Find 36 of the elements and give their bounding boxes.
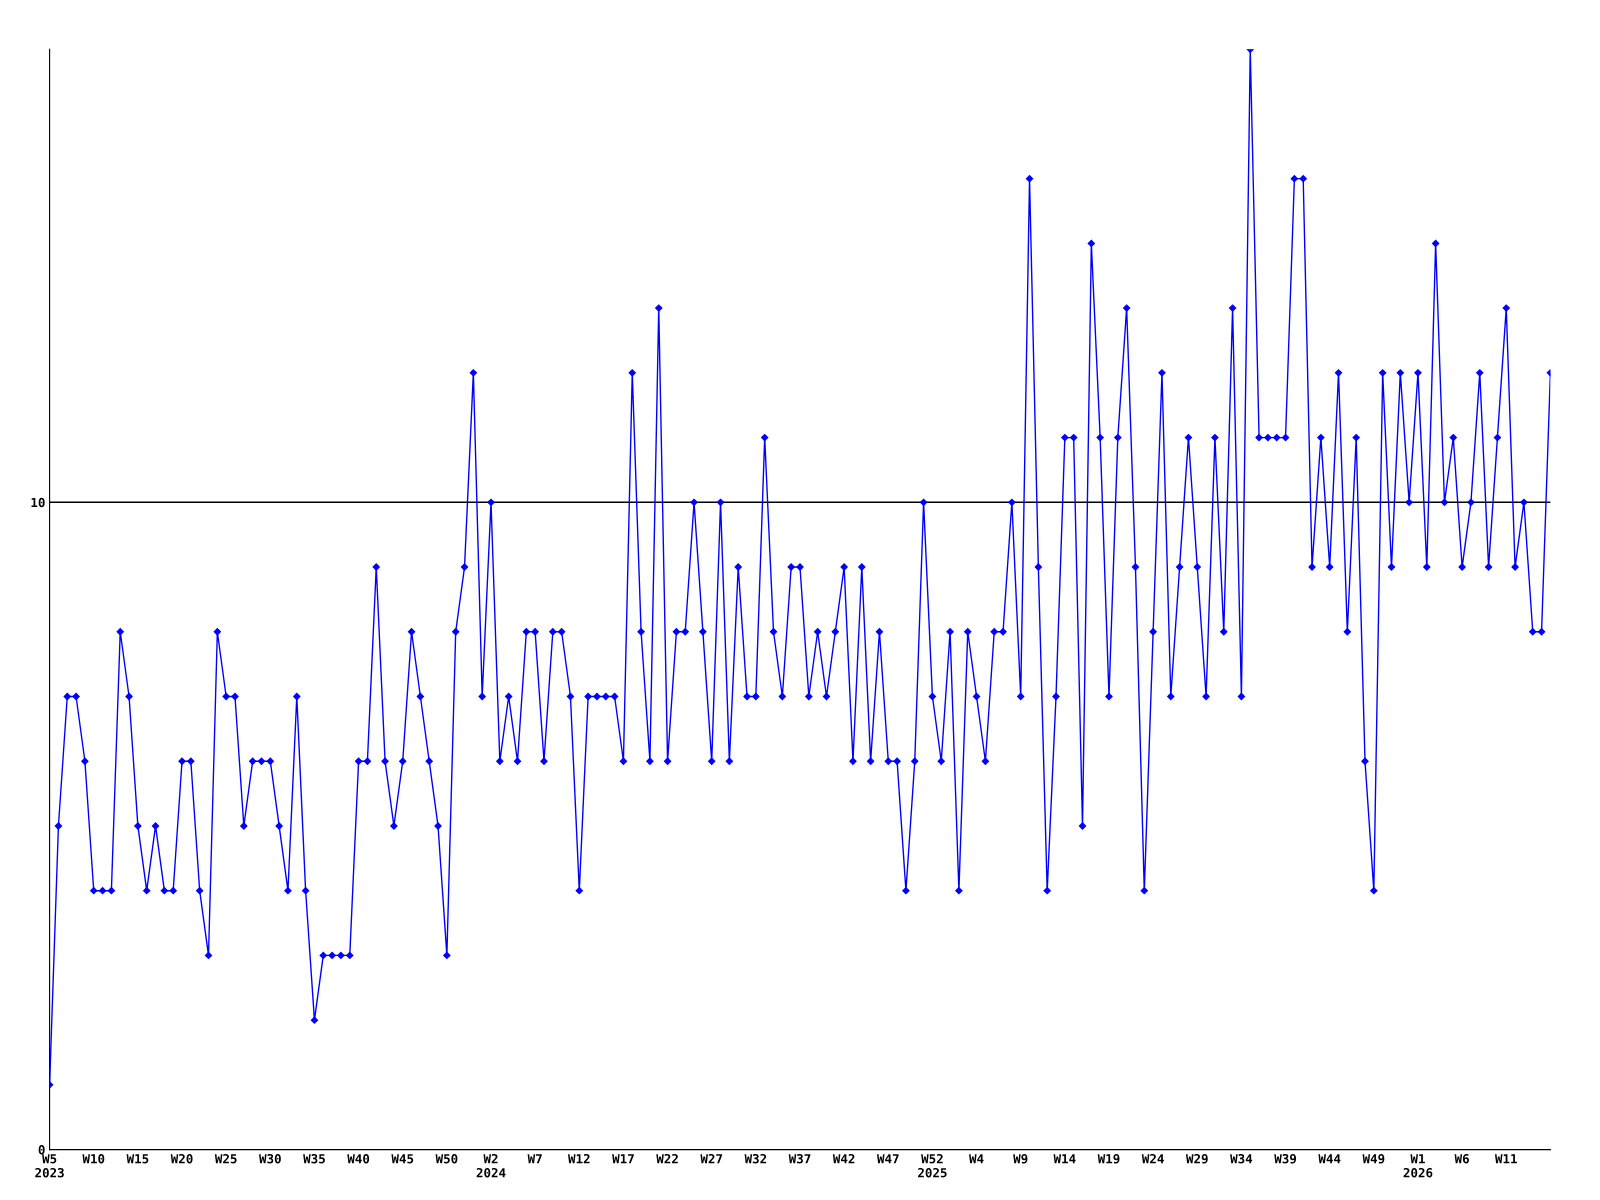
- x-tick-label: W27: [700, 1153, 723, 1164]
- x-tick-label: W12: [568, 1153, 590, 1164]
- x-tick-label: W20: [170, 1153, 193, 1164]
- x-tick-label: W39: [1274, 1153, 1297, 1164]
- x-tick-label: W15: [126, 1154, 149, 1164]
- x-tick-label: W45: [391, 1154, 414, 1164]
- x-tick-label: W35: [303, 1153, 325, 1164]
- x-tick-label: W24: [1141, 1153, 1164, 1164]
- x-tick-label: W19: [1097, 1154, 1120, 1164]
- x-tick-label: W22: [656, 1153, 678, 1164]
- x-tick-label: W42: [832, 1153, 855, 1164]
- x-tick-label: W4: [969, 1154, 984, 1164]
- x-tick-label: W40: [347, 1153, 370, 1164]
- x-tick-label: W6: [1454, 1154, 1469, 1164]
- y-tick-label: 0: [38, 1145, 45, 1155]
- x-tick-label: W47: [876, 1154, 899, 1164]
- x-tick-label: W11: [1494, 1154, 1517, 1164]
- x-tick-label: W44: [1318, 1154, 1341, 1164]
- x-tick-label: W9: [1013, 1154, 1028, 1164]
- x-tick-label: W52 2025: [918, 1153, 947, 1178]
- x-tick-label: W32: [744, 1153, 767, 1164]
- x-tick-label: W49: [1362, 1154, 1385, 1164]
- x-tick-label: W29: [1185, 1153, 1208, 1164]
- y-tick-label: 10: [31, 497, 45, 508]
- x-tick-label: W50: [435, 1153, 458, 1164]
- x-tick-label: W7: [527, 1154, 542, 1164]
- x-tick-label: W17: [612, 1154, 634, 1164]
- x-tick-label: W2 2024: [476, 1153, 506, 1178]
- x-tick-label: W37: [788, 1153, 811, 1164]
- x-tick-label: W14: [1053, 1154, 1076, 1164]
- x-tick-label: W1 2026: [1403, 1154, 1433, 1178]
- x-tick-label: W34: [1230, 1153, 1253, 1164]
- x-tick-label: W5 2023: [35, 1154, 64, 1178]
- x-tick-label: W10: [82, 1153, 105, 1164]
- x-tick-label: W25: [214, 1153, 237, 1164]
- x-tick-label: W30: [259, 1153, 281, 1164]
